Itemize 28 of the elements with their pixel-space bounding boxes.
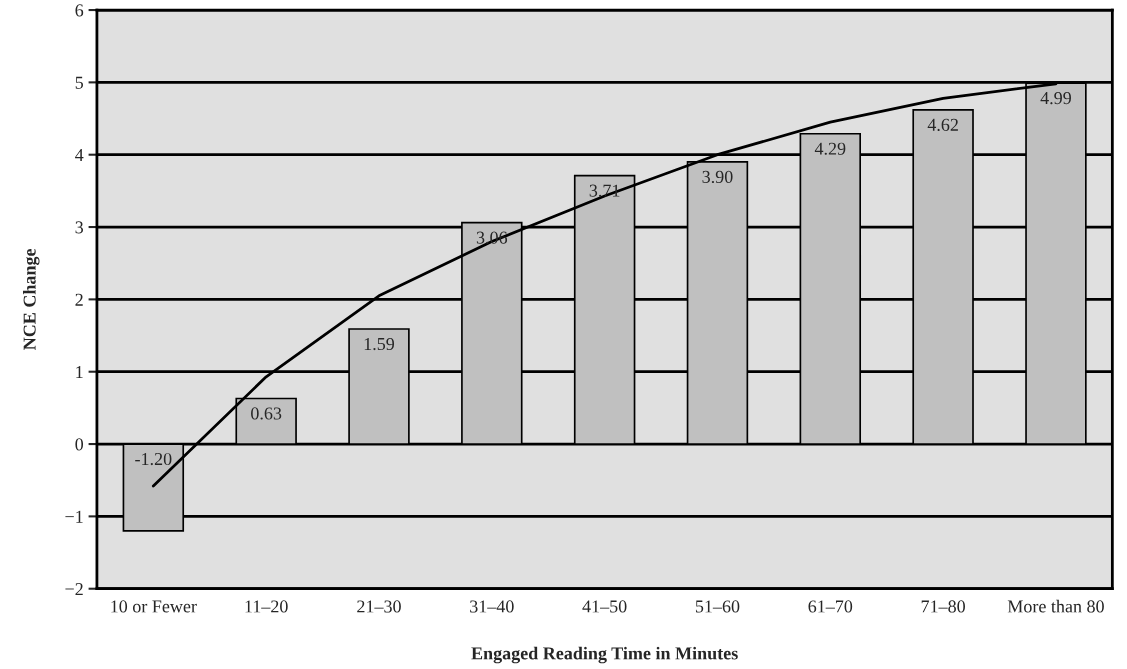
data-label: 3.71 — [589, 184, 620, 197]
x-tick-label: 71–80 — [921, 600, 965, 613]
x-tick-label: 10 or Fewer — [111, 600, 197, 613]
y-tick-label: −1 — [65, 510, 83, 523]
y-tick-label: 3 — [75, 221, 84, 234]
data-label: 4.62 — [927, 118, 958, 131]
data-label: 3.90 — [702, 170, 733, 184]
y-tick-label: 0 — [75, 438, 84, 451]
data-label: 4.99 — [1040, 92, 1071, 105]
x-tick-label: 11–20 — [245, 600, 288, 613]
data-label: -1.20 — [135, 452, 172, 466]
data-label: 1.59 — [364, 337, 395, 351]
x-tick-label: 51–60 — [695, 600, 740, 613]
x-tick-label: 41–50 — [582, 600, 627, 613]
y-tick-label: 1 — [76, 366, 83, 378]
data-label: 0.63 — [251, 407, 282, 420]
y-tick-label: 2 — [75, 293, 83, 306]
data-label: 4.29 — [814, 142, 846, 155]
x-tick-label: 21–30 — [357, 600, 401, 613]
y-tick-label: 5 — [75, 76, 84, 89]
y-tick-label: 4 — [75, 149, 84, 161]
x-tick-label: 61–70 — [808, 600, 853, 613]
x-tick-label: More than 80 — [1007, 599, 1104, 613]
y-tick-label: 6 — [75, 4, 84, 17]
x-tick-label: 31–40 — [470, 600, 514, 613]
y-tick-label: −2 — [65, 583, 83, 595]
y-axis-title: NCE Change — [23, 248, 40, 350]
x-axis-title: Engaged Reading Time in Minutes — [471, 646, 738, 664]
